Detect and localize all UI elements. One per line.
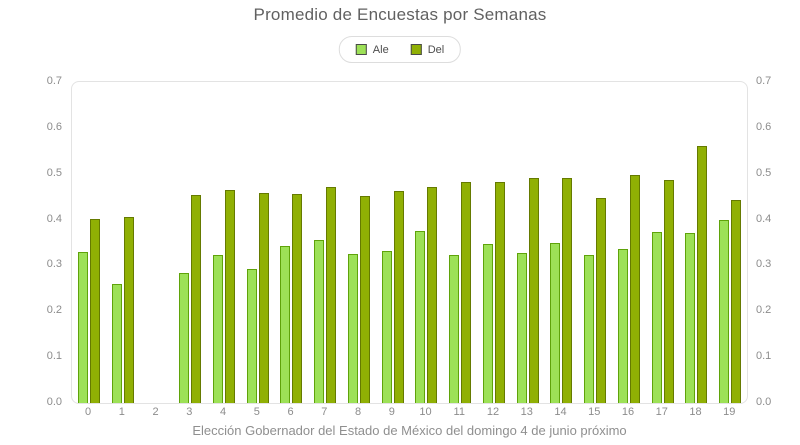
bar-ale-week-8[interactable]: [348, 254, 358, 403]
x-tick-1: 1: [118, 406, 125, 418]
x-tick-19: 19: [723, 406, 736, 418]
bar-ale-week-19[interactable]: [719, 220, 729, 403]
bar-ale-week-3[interactable]: [179, 273, 189, 403]
bar-ale-week-4[interactable]: [213, 255, 223, 403]
legend: Ale Del: [338, 36, 462, 63]
y-tick-left-0.4: 0.4: [46, 212, 62, 225]
bar-del-week-9[interactable]: [394, 191, 404, 403]
x-tick-2: 2: [152, 406, 159, 418]
y-tick-left-0.3: 0.3: [46, 258, 62, 271]
bar-ale-week-12[interactable]: [483, 244, 493, 403]
x-tick-5: 5: [253, 406, 260, 418]
x-tick-18: 18: [689, 406, 702, 418]
bar-del-week-5[interactable]: [259, 193, 269, 403]
y-tick-right-0.2: 0.2: [756, 304, 772, 317]
bar-ale-week-6[interactable]: [280, 246, 290, 403]
bar-ale-week-14[interactable]: [550, 243, 560, 403]
x-tick-16: 16: [621, 406, 635, 418]
y-tick-right-0.1: 0.1: [756, 350, 772, 363]
y-tick-right-0.4: 0.4: [756, 212, 772, 225]
bar-ale-week-16[interactable]: [618, 249, 628, 403]
y-tick-right-0.7: 0.7: [756, 75, 772, 87]
x-tick-7: 7: [321, 406, 328, 418]
x-tick-11: 11: [453, 406, 465, 418]
legend-swatch-del-icon: [410, 44, 422, 55]
y-tick-left-0.2: 0.2: [46, 304, 62, 317]
x-tick-12: 12: [486, 406, 500, 418]
x-tick-6: 6: [287, 406, 294, 418]
plot-area: [71, 81, 748, 404]
legend-item-ale[interactable]: Ale: [355, 43, 389, 56]
bar-del-week-7[interactable]: [326, 187, 336, 403]
x-tick-3: 3: [186, 406, 193, 418]
bar-ale-week-9[interactable]: [382, 251, 392, 403]
x-tick-17: 17: [655, 406, 668, 418]
x-axis-title: Elección Gobernador del Estado de México…: [192, 423, 627, 438]
bar-del-week-8[interactable]: [360, 196, 370, 403]
y-tick-left-0.7: 0.7: [46, 75, 62, 87]
bar-del-week-11[interactable]: [461, 182, 471, 403]
bar-del-week-19[interactable]: [731, 200, 741, 403]
bar-ale-week-7[interactable]: [314, 240, 324, 403]
bar-del-week-12[interactable]: [495, 182, 505, 403]
y-tick-left-0.1: 0.1: [46, 350, 62, 363]
y-tick-right-0.0: 0.0: [756, 396, 772, 408]
bar-del-week-0[interactable]: [90, 219, 100, 403]
bar-del-week-16[interactable]: [630, 175, 640, 403]
bar-ale-week-18[interactable]: [685, 233, 695, 403]
y-tick-right-0.3: 0.3: [756, 258, 772, 271]
x-tick-8: 8: [354, 406, 362, 418]
bar-ale-week-17[interactable]: [652, 232, 662, 403]
legend-label-ale: Ale: [372, 43, 389, 56]
chart-title: Promedio de Encuestas por Semanas: [253, 5, 547, 24]
bar-del-week-14[interactable]: [562, 178, 572, 403]
bar-del-week-3[interactable]: [191, 195, 201, 403]
y-tick-right-0.6: 0.6: [756, 120, 772, 133]
bar-ale-week-11[interactable]: [449, 255, 459, 403]
bar-del-week-4[interactable]: [225, 190, 235, 403]
bar-ale-week-5[interactable]: [247, 269, 257, 403]
bar-del-week-10[interactable]: [427, 187, 437, 403]
bar-del-week-18[interactable]: [697, 146, 707, 403]
legend-swatch-ale-icon: [355, 44, 367, 55]
bar-ale-week-13[interactable]: [517, 253, 527, 403]
x-tick-4: 4: [219, 406, 227, 418]
x-tick-13: 13: [520, 406, 533, 418]
x-tick-9: 9: [388, 406, 395, 418]
bar-del-week-17[interactable]: [664, 180, 674, 403]
bar-ale-week-1[interactable]: [112, 284, 122, 403]
x-tick-14: 14: [554, 406, 567, 418]
bar-ale-week-15[interactable]: [584, 255, 594, 403]
legend-item-del[interactable]: Del: [410, 43, 445, 56]
bar-del-week-13[interactable]: [529, 178, 539, 403]
y-tick-left-0.6: 0.6: [46, 120, 62, 133]
y-tick-left-0.5: 0.5: [46, 166, 62, 179]
y-tick-left-0.0: 0.0: [46, 396, 62, 408]
bar-ale-week-10[interactable]: [415, 231, 425, 403]
bar-del-week-1[interactable]: [124, 217, 134, 403]
x-tick-10: 10: [419, 406, 432, 418]
bar-del-week-15[interactable]: [596, 198, 606, 403]
y-tick-right-0.5: 0.5: [756, 166, 772, 179]
bar-ale-week-0[interactable]: [78, 252, 88, 403]
bar-del-week-6[interactable]: [292, 194, 302, 403]
x-tick-15: 15: [588, 406, 601, 418]
x-tick-0: 0: [84, 406, 92, 418]
legend-label-del: Del: [427, 43, 445, 56]
